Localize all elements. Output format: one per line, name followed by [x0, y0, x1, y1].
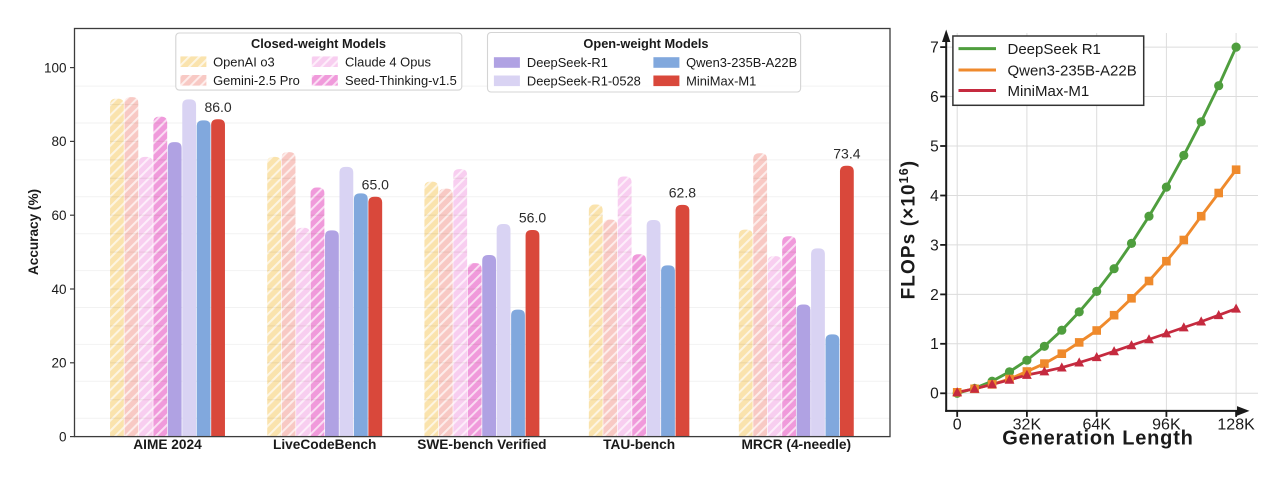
svg-text:Open-weight Models: Open-weight Models: [583, 36, 708, 51]
svg-text:Qwen3-235B-A22B: Qwen3-235B-A22B: [686, 55, 797, 70]
svg-text:AIME 2024: AIME 2024: [133, 437, 202, 452]
svg-text:62.8: 62.8: [669, 185, 696, 201]
svg-text:6: 6: [930, 89, 939, 106]
svg-text:2: 2: [930, 287, 939, 304]
svg-text:LiveCodeBench: LiveCodeBench: [273, 437, 376, 452]
svg-text:DeepSeek-R1-0528: DeepSeek-R1-0528: [527, 74, 641, 89]
svg-text:65.0: 65.0: [362, 177, 389, 193]
svg-text:96K: 96K: [1152, 417, 1181, 434]
svg-text:4: 4: [930, 188, 939, 205]
svg-text:DeepSeek-R1: DeepSeek-R1: [527, 55, 608, 70]
svg-text:Qwen3-235B-A22B: Qwen3-235B-A22B: [1008, 62, 1137, 79]
svg-text:TAU-bench: TAU-bench: [603, 437, 675, 452]
svg-text:1: 1: [930, 336, 939, 353]
svg-text:MiniMax-M1: MiniMax-M1: [686, 74, 756, 89]
svg-text:Closed-weight Models: Closed-weight Models: [251, 36, 386, 51]
svg-text:0: 0: [953, 417, 962, 434]
svg-text:DeepSeek R1: DeepSeek R1: [1008, 41, 1101, 58]
svg-text:MiniMax-M1: MiniMax-M1: [1008, 83, 1090, 100]
svg-text:3: 3: [930, 237, 939, 254]
svg-text:Generation Length: Generation Length: [1002, 428, 1193, 450]
svg-text:FLOPs (×1016): FLOPs (×1016): [897, 160, 920, 300]
svg-text:0: 0: [59, 429, 67, 444]
svg-text:20: 20: [51, 356, 66, 371]
svg-text:Gemini-2.5 Pro: Gemini-2.5 Pro: [213, 73, 300, 88]
svg-text:80: 80: [51, 134, 66, 149]
svg-text:7: 7: [930, 40, 939, 57]
svg-text:SWE-bench Verified: SWE-bench Verified: [417, 437, 546, 452]
svg-text:60: 60: [51, 208, 66, 223]
svg-text:73.4: 73.4: [833, 146, 860, 162]
svg-text:56.0: 56.0: [519, 210, 546, 226]
svg-text:128K: 128K: [1217, 417, 1255, 434]
svg-text:40: 40: [51, 282, 66, 297]
svg-text:MRCR (4-needle): MRCR (4-needle): [742, 437, 852, 452]
svg-text:64K: 64K: [1082, 417, 1111, 434]
svg-text:Claude 4 Opus: Claude 4 Opus: [345, 54, 431, 69]
svg-text:0: 0: [930, 386, 939, 403]
svg-text:OpenAI o3: OpenAI o3: [213, 54, 275, 69]
svg-text:5: 5: [930, 138, 939, 155]
svg-text:32K: 32K: [1013, 417, 1042, 434]
svg-text:Seed-Thinking-v1.5: Seed-Thinking-v1.5: [345, 73, 457, 88]
svg-text:100: 100: [44, 60, 67, 75]
svg-text:86.0: 86.0: [204, 99, 231, 115]
svg-text:Accuracy (%): Accuracy (%): [26, 189, 41, 275]
